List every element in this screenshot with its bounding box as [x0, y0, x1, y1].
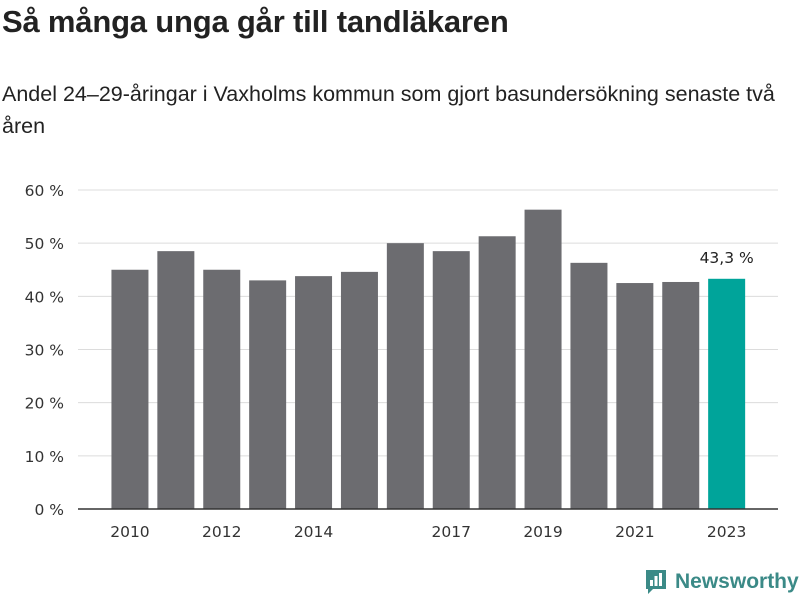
- y-tick-label: 10 %: [25, 448, 64, 466]
- bar: [570, 262, 608, 509]
- bar: [432, 251, 470, 509]
- x-tick-label: 2010: [110, 523, 149, 541]
- bar: [662, 281, 700, 509]
- y-tick-label: 30 %: [25, 342, 64, 360]
- bar: [616, 283, 654, 509]
- brand-logo: Newsworthy: [644, 568, 799, 596]
- bar: [203, 269, 241, 509]
- y-tick-label: 60 %: [25, 182, 64, 200]
- bar: [478, 236, 516, 509]
- bar: [157, 251, 195, 509]
- bar-chart: 0 % 10 % 20 % 30 % 40 % 50 % 60 % 2010 2012 2014 2…: [25, 182, 778, 541]
- y-tick-label: 20 %: [25, 395, 64, 413]
- y-tick-label: 50 %: [25, 235, 64, 253]
- bar: [386, 243, 424, 509]
- bar: [111, 269, 149, 509]
- chart-title: Så många unga går till tandläkaren: [2, 4, 509, 39]
- bar: [340, 271, 378, 509]
- x-tick-label: 2014: [294, 523, 333, 541]
- x-tick-label: 2019: [523, 523, 562, 541]
- x-tick-label: 2012: [202, 523, 241, 541]
- brand-name: Newsworthy: [675, 570, 799, 593]
- x-tick-label: 2021: [615, 523, 654, 541]
- x-tick-label: 2017: [432, 523, 471, 541]
- data-label: 43,3 %: [700, 249, 754, 267]
- y-tick-label: 40 %: [25, 288, 64, 306]
- bar: [295, 276, 333, 509]
- bar: [708, 278, 746, 509]
- newsworthy-logo-icon: [646, 570, 666, 594]
- chart-subtitle: Andel 24–29-åringar i Vaxholms kommun so…: [2, 82, 775, 138]
- y-tick-label: 0 %: [34, 501, 64, 519]
- bar: [249, 280, 287, 509]
- x-tick-label: 2023: [707, 523, 746, 541]
- bar: [524, 209, 562, 509]
